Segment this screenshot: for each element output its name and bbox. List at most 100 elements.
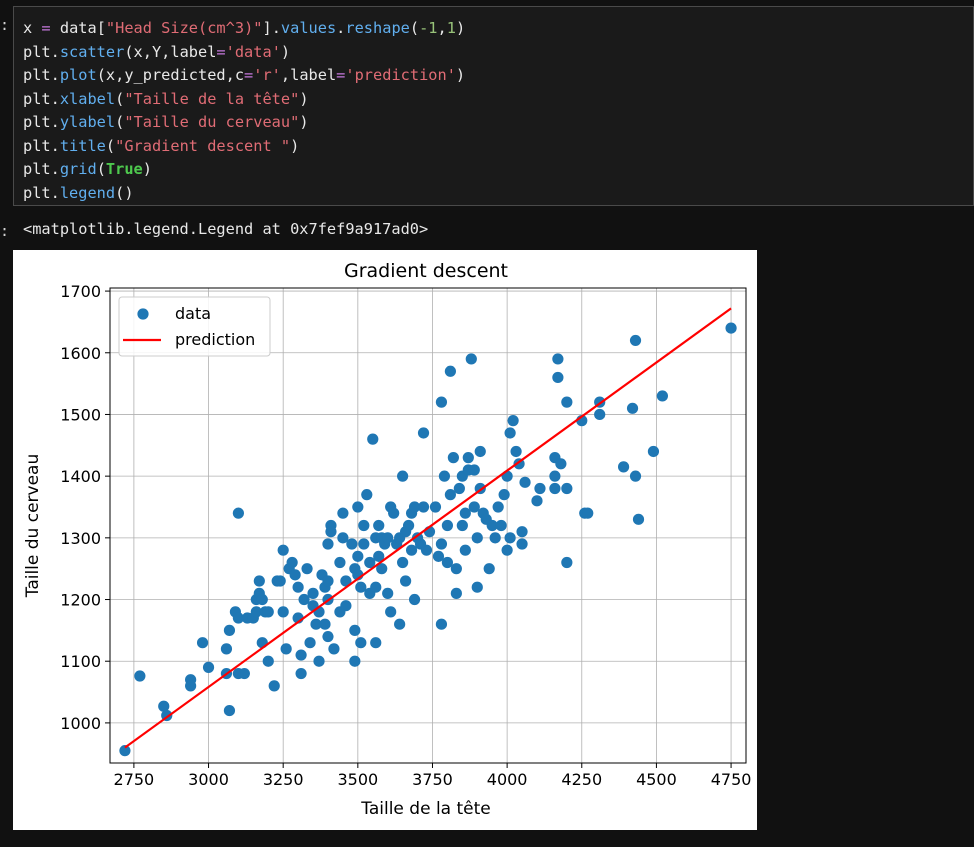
data-point: [632, 513, 645, 525]
data-point: [441, 519, 454, 532]
data-point: [561, 556, 573, 569]
data-point: [629, 470, 642, 482]
chart-title: Gradient descent: [344, 260, 508, 282]
chart-figure: 2750 3000 3250 3500 3750 4000 4250 4500 4750 1000…: [13, 250, 757, 830]
data-point: [617, 461, 630, 473]
data-point: [394, 618, 406, 630]
code-editor[interactable]: x = data["Head Size(cm^3)"].values.resha…: [23, 17, 465, 205]
x-tick-label: 3750: [412, 770, 453, 789]
prediction-line: [124, 307, 732, 749]
data-point: [459, 507, 471, 519]
data-point: [471, 581, 483, 593]
data-point: [435, 618, 448, 630]
y-tick-label: 1700: [60, 282, 101, 301]
data-point: [498, 489, 510, 501]
data-point: [337, 532, 349, 544]
data-point: [256, 637, 268, 649]
legend-marker-data: [137, 308, 149, 320]
data-point: [322, 575, 334, 587]
x-tick-label: 3500: [337, 770, 378, 789]
input-prompt: :: [0, 16, 10, 34]
data-point: [340, 600, 352, 612]
data-point: [307, 587, 319, 599]
data-point: [134, 670, 146, 682]
code-line: plt.scatter(x,Y,label='data'): [23, 42, 291, 61]
data-point: [361, 489, 373, 501]
data-point: [358, 519, 370, 532]
data-point: [438, 470, 451, 482]
data-point: [561, 482, 573, 495]
data-point: [286, 556, 298, 569]
data-point: [280, 643, 292, 655]
data-point: [459, 544, 471, 556]
data-point: [346, 538, 358, 550]
data-point: [582, 507, 594, 519]
data-point: [435, 538, 448, 550]
y-tick-label: 1200: [60, 591, 101, 610]
data-point: [313, 655, 325, 667]
data-point: [534, 482, 546, 495]
y-tick-label: 1500: [60, 405, 101, 424]
data-point: [531, 495, 543, 507]
data-point: [504, 427, 516, 439]
data-point: [468, 501, 480, 513]
data-point: [370, 637, 382, 649]
data-point: [397, 470, 409, 482]
x-tick-label: 2750: [114, 770, 155, 789]
data-point: [552, 371, 564, 384]
data-point: [594, 408, 606, 421]
data-point: [328, 643, 340, 655]
data-point: [385, 606, 397, 618]
data-point: [474, 445, 486, 458]
data-point: [301, 563, 313, 575]
data-point: [196, 637, 209, 649]
y-tick-label: 1100: [60, 652, 101, 671]
code-line: plt.xlabel("Taille de la tête"): [23, 89, 309, 108]
data-point: [253, 575, 265, 587]
data-point: [417, 427, 430, 439]
x-tick-label: 4750: [711, 770, 752, 789]
data-point: [358, 538, 370, 550]
data-point: [370, 581, 382, 593]
x-axis-label: Taille de la tête: [360, 799, 490, 819]
data-point: [355, 581, 367, 593]
data-point: [232, 612, 244, 624]
data-point: [298, 593, 310, 606]
data-point: [277, 606, 289, 618]
x-tick-label: 3000: [188, 770, 229, 789]
data-point: [232, 507, 244, 519]
data-point: [468, 464, 480, 476]
data-point: [432, 550, 445, 562]
data-point: [429, 501, 442, 513]
data-point: [405, 544, 418, 556]
data-point: [367, 433, 379, 445]
data-point: [489, 532, 501, 544]
data-point: [289, 569, 301, 581]
data-point: [337, 507, 349, 519]
y-tick-label: 1000: [60, 714, 101, 733]
data-point: [453, 482, 465, 495]
x-tick-label: 4000: [487, 770, 528, 789]
data-point: [444, 489, 456, 501]
data-point: [352, 550, 364, 562]
data-point: [397, 556, 409, 569]
data-point: [561, 396, 573, 408]
code-line: plt.grid(True): [23, 160, 152, 178]
data-point: [295, 667, 307, 680]
data-point: [444, 365, 456, 377]
code-line: plt.plot(x,y_predicted,c='r',label='pred…: [23, 66, 466, 84]
data-point: [417, 501, 430, 513]
data-point: [400, 575, 412, 587]
data-point: [295, 649, 307, 661]
data-point: [549, 470, 561, 482]
data-point: [382, 587, 394, 599]
legend-label-prediction: prediction: [175, 330, 255, 349]
data-point: [223, 704, 236, 717]
data-point: [268, 680, 280, 692]
data-point: [483, 563, 495, 575]
data-point: [456, 519, 468, 532]
data-point: [504, 532, 516, 544]
data-point: [262, 606, 274, 618]
scatter-chart: 2750 3000 3250 3500 3750 4000 4250 4500 4750 1000…: [23, 260, 752, 819]
code-cell[interactable]: x = data["Head Size(cm^3)"].values.resha…: [13, 6, 974, 206]
